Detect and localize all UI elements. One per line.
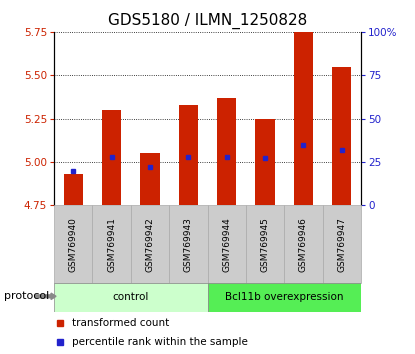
Text: Bcl11b overexpression: Bcl11b overexpression bbox=[225, 292, 344, 302]
Text: GSM769946: GSM769946 bbox=[299, 217, 308, 272]
Text: GSM769944: GSM769944 bbox=[222, 217, 231, 272]
Text: transformed count: transformed count bbox=[72, 318, 170, 329]
Bar bbox=[140, 153, 159, 205]
Text: percentile rank within the sample: percentile rank within the sample bbox=[72, 337, 248, 347]
Bar bbox=[54, 205, 92, 283]
Text: GSM769941: GSM769941 bbox=[107, 217, 116, 272]
Bar bbox=[102, 110, 121, 205]
Bar bbox=[63, 174, 83, 205]
Text: control: control bbox=[112, 292, 149, 302]
Bar bbox=[246, 205, 284, 283]
Bar bbox=[208, 283, 361, 312]
Bar bbox=[284, 205, 323, 283]
Text: protocol: protocol bbox=[4, 291, 49, 301]
Text: GSM769945: GSM769945 bbox=[261, 217, 270, 272]
Bar bbox=[256, 119, 275, 205]
Text: GSM769947: GSM769947 bbox=[337, 217, 347, 272]
Bar bbox=[323, 205, 361, 283]
Bar bbox=[54, 283, 208, 312]
Bar bbox=[208, 205, 246, 283]
Bar bbox=[93, 205, 131, 283]
Bar bbox=[294, 32, 313, 205]
Text: GSM769940: GSM769940 bbox=[68, 217, 78, 272]
Title: GDS5180 / ILMN_1250828: GDS5180 / ILMN_1250828 bbox=[108, 13, 307, 29]
Bar bbox=[217, 98, 236, 205]
Bar bbox=[179, 105, 198, 205]
Bar bbox=[332, 67, 352, 205]
Text: GSM769942: GSM769942 bbox=[145, 217, 154, 272]
Text: GSM769943: GSM769943 bbox=[184, 217, 193, 272]
Bar bbox=[169, 205, 208, 283]
Bar bbox=[131, 205, 169, 283]
